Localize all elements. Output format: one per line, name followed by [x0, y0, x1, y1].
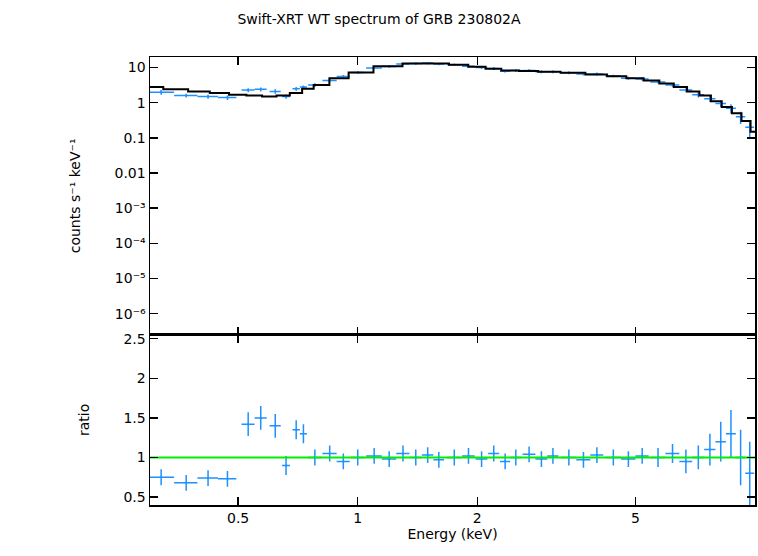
svg-text:1: 1 [137, 449, 146, 465]
svg-text:counts s⁻¹ keV⁻¹: counts s⁻¹ keV⁻¹ [67, 138, 83, 253]
svg-text:0.01: 0.01 [115, 165, 146, 181]
svg-text:10⁻³: 10⁻³ [115, 200, 146, 216]
svg-text:10⁻⁵: 10⁻⁵ [115, 270, 146, 286]
svg-text:Energy (keV): Energy (keV) [407, 526, 497, 542]
svg-text:1.5: 1.5 [123, 410, 145, 426]
svg-text:0.5: 0.5 [123, 489, 145, 505]
svg-text:2: 2 [473, 510, 482, 526]
svg-text:5: 5 [631, 510, 640, 526]
svg-text:10⁻⁶: 10⁻⁶ [115, 306, 146, 322]
svg-text:1: 1 [137, 95, 146, 111]
svg-text:0.5: 0.5 [227, 510, 249, 526]
svg-text:ratio: ratio [76, 404, 92, 436]
svg-text:Swift-XRT WT spectrum of GRB 2: Swift-XRT WT spectrum of GRB 230802A [237, 11, 521, 27]
svg-text:0.1: 0.1 [123, 130, 145, 146]
svg-text:2: 2 [137, 370, 146, 386]
svg-text:10⁻⁴: 10⁻⁴ [115, 235, 146, 251]
svg-text:1: 1 [353, 510, 362, 526]
svg-text:10: 10 [128, 59, 146, 75]
svg-text:2.5: 2.5 [123, 331, 145, 347]
